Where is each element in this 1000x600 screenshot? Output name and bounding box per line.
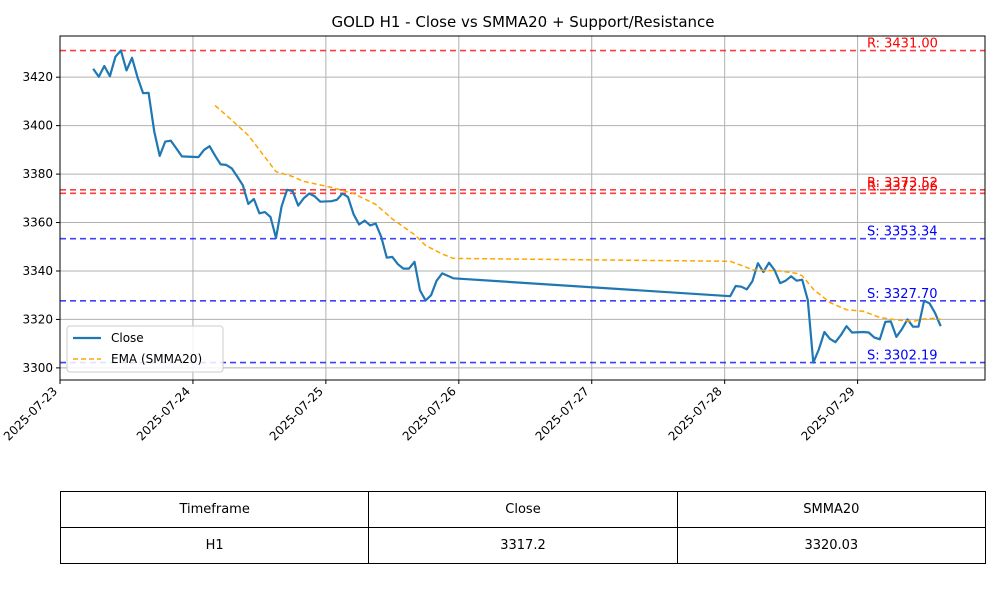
resistance-level-label: R: 3431.00 [867, 37, 938, 52]
legend: Close EMA (SMMA20) [66, 325, 224, 373]
y-tick-label: 3420 [22, 70, 53, 84]
resistance-level-label: R: 3373.52 [867, 176, 938, 191]
y-tick-label: 3400 [22, 119, 53, 133]
y-tick-label: 3340 [22, 264, 53, 278]
axes: 2025-07-23 2025-07-24 2025-07-25 2025-07-26… [1, 70, 859, 443]
table-row: H1 3317.2 3320.03 [59, 527, 987, 564]
summary-table: Timeframe Close SMMA20 H1 3317.2 3320.03 [59, 491, 987, 564]
grid [59, 36, 985, 380]
x-tick-label: 2025-07-24 [134, 384, 193, 443]
legend-box [66, 325, 224, 373]
legend-label: EMA (SMMA20) [111, 352, 202, 366]
table-cell-smma20: 3320.03 [676, 527, 987, 564]
legend-label: Close [111, 331, 144, 345]
y-tick-label: 3300 [22, 361, 53, 375]
support-level-label: S: 3353.34 [867, 225, 938, 240]
x-tick-label: 2025-07-26 [400, 384, 459, 443]
level-labels: R: 3431.00 R: 3373.52R: 3372.06 S: 3353.34… [867, 37, 938, 364]
plot-frame [59, 35, 986, 381]
x-tick-label: 2025-07-23 [1, 384, 60, 443]
x-tick-label: 2025-07-27 [533, 384, 592, 443]
support-level-label: S: 3327.70 [867, 287, 938, 302]
series-line-1 [214, 104, 941, 323]
support-level-label: S: 3302.19 [867, 349, 938, 364]
x-tick-label: 2025-07-28 [666, 384, 725, 443]
x-tick-label: 2025-07-25 [267, 384, 326, 443]
x-tick-label: 2025-07-29 [799, 384, 858, 443]
table-cell-timeframe: H1 [59, 527, 370, 564]
y-tick-label: 3360 [22, 216, 53, 230]
y-tick-label: 3380 [22, 167, 53, 181]
table-cell-close: 3317.2 [368, 527, 678, 564]
table-header-timeframe: Timeframe [59, 491, 370, 528]
table-header-smma20: SMMA20 [676, 491, 987, 528]
series-line-0 [92, 49, 942, 364]
table-header-row: Timeframe Close SMMA20 [59, 491, 987, 528]
chart-title: GOLD H1 - Close vs SMMA20 + Support/Resi… [331, 13, 714, 31]
support-resistance-levels [60, 49, 985, 364]
y-tick-label: 3320 [22, 312, 53, 326]
resistance-level-label: R: 3372.06 [867, 179, 938, 194]
series-lines [92, 49, 942, 364]
table-header-close: Close [368, 491, 678, 528]
